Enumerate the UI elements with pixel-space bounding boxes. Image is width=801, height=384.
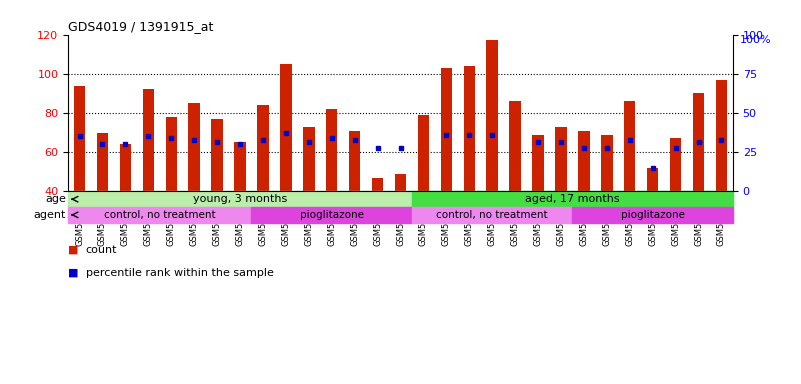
Bar bbox=[578, 131, 590, 191]
Bar bbox=[601, 134, 613, 191]
Text: ■: ■ bbox=[68, 268, 78, 278]
Bar bbox=[257, 105, 268, 191]
Bar bbox=[693, 93, 704, 191]
Text: count: count bbox=[86, 245, 117, 255]
Text: GDS4019 / 1391915_at: GDS4019 / 1391915_at bbox=[68, 20, 213, 33]
Text: agent: agent bbox=[34, 210, 66, 220]
Bar bbox=[647, 168, 658, 191]
Bar bbox=[349, 131, 360, 191]
Bar bbox=[573, 207, 733, 223]
Text: pioglitazone: pioglitazone bbox=[621, 210, 685, 220]
Bar bbox=[533, 134, 544, 191]
Bar bbox=[412, 191, 733, 207]
Bar bbox=[235, 142, 246, 191]
Bar bbox=[464, 66, 475, 191]
Bar bbox=[624, 101, 635, 191]
Bar bbox=[372, 178, 384, 191]
Bar bbox=[417, 115, 429, 191]
Bar bbox=[143, 89, 154, 191]
Bar bbox=[68, 191, 412, 207]
Text: control, no treatment: control, no treatment bbox=[437, 210, 548, 220]
Bar bbox=[280, 64, 292, 191]
Text: pioglitazone: pioglitazone bbox=[300, 210, 364, 220]
Bar bbox=[670, 139, 682, 191]
Text: aged, 17 months: aged, 17 months bbox=[525, 194, 620, 204]
Bar bbox=[188, 103, 200, 191]
Bar bbox=[395, 174, 406, 191]
Bar bbox=[166, 117, 177, 191]
Bar bbox=[74, 86, 85, 191]
Bar bbox=[252, 207, 412, 223]
Text: control, no treatment: control, no treatment bbox=[104, 210, 215, 220]
Text: 100%: 100% bbox=[740, 35, 771, 45]
Bar bbox=[303, 127, 315, 191]
Bar bbox=[412, 207, 573, 223]
Bar bbox=[555, 127, 567, 191]
Bar bbox=[716, 79, 727, 191]
Bar bbox=[119, 144, 131, 191]
Bar bbox=[509, 101, 521, 191]
Text: young, 3 months: young, 3 months bbox=[193, 194, 287, 204]
Bar bbox=[441, 68, 452, 191]
Bar bbox=[211, 119, 223, 191]
Text: percentile rank within the sample: percentile rank within the sample bbox=[86, 268, 274, 278]
Bar bbox=[97, 132, 108, 191]
Text: age: age bbox=[45, 194, 66, 204]
Bar bbox=[326, 109, 337, 191]
Text: ■: ■ bbox=[68, 245, 78, 255]
Bar bbox=[68, 207, 252, 223]
Bar bbox=[486, 40, 498, 191]
